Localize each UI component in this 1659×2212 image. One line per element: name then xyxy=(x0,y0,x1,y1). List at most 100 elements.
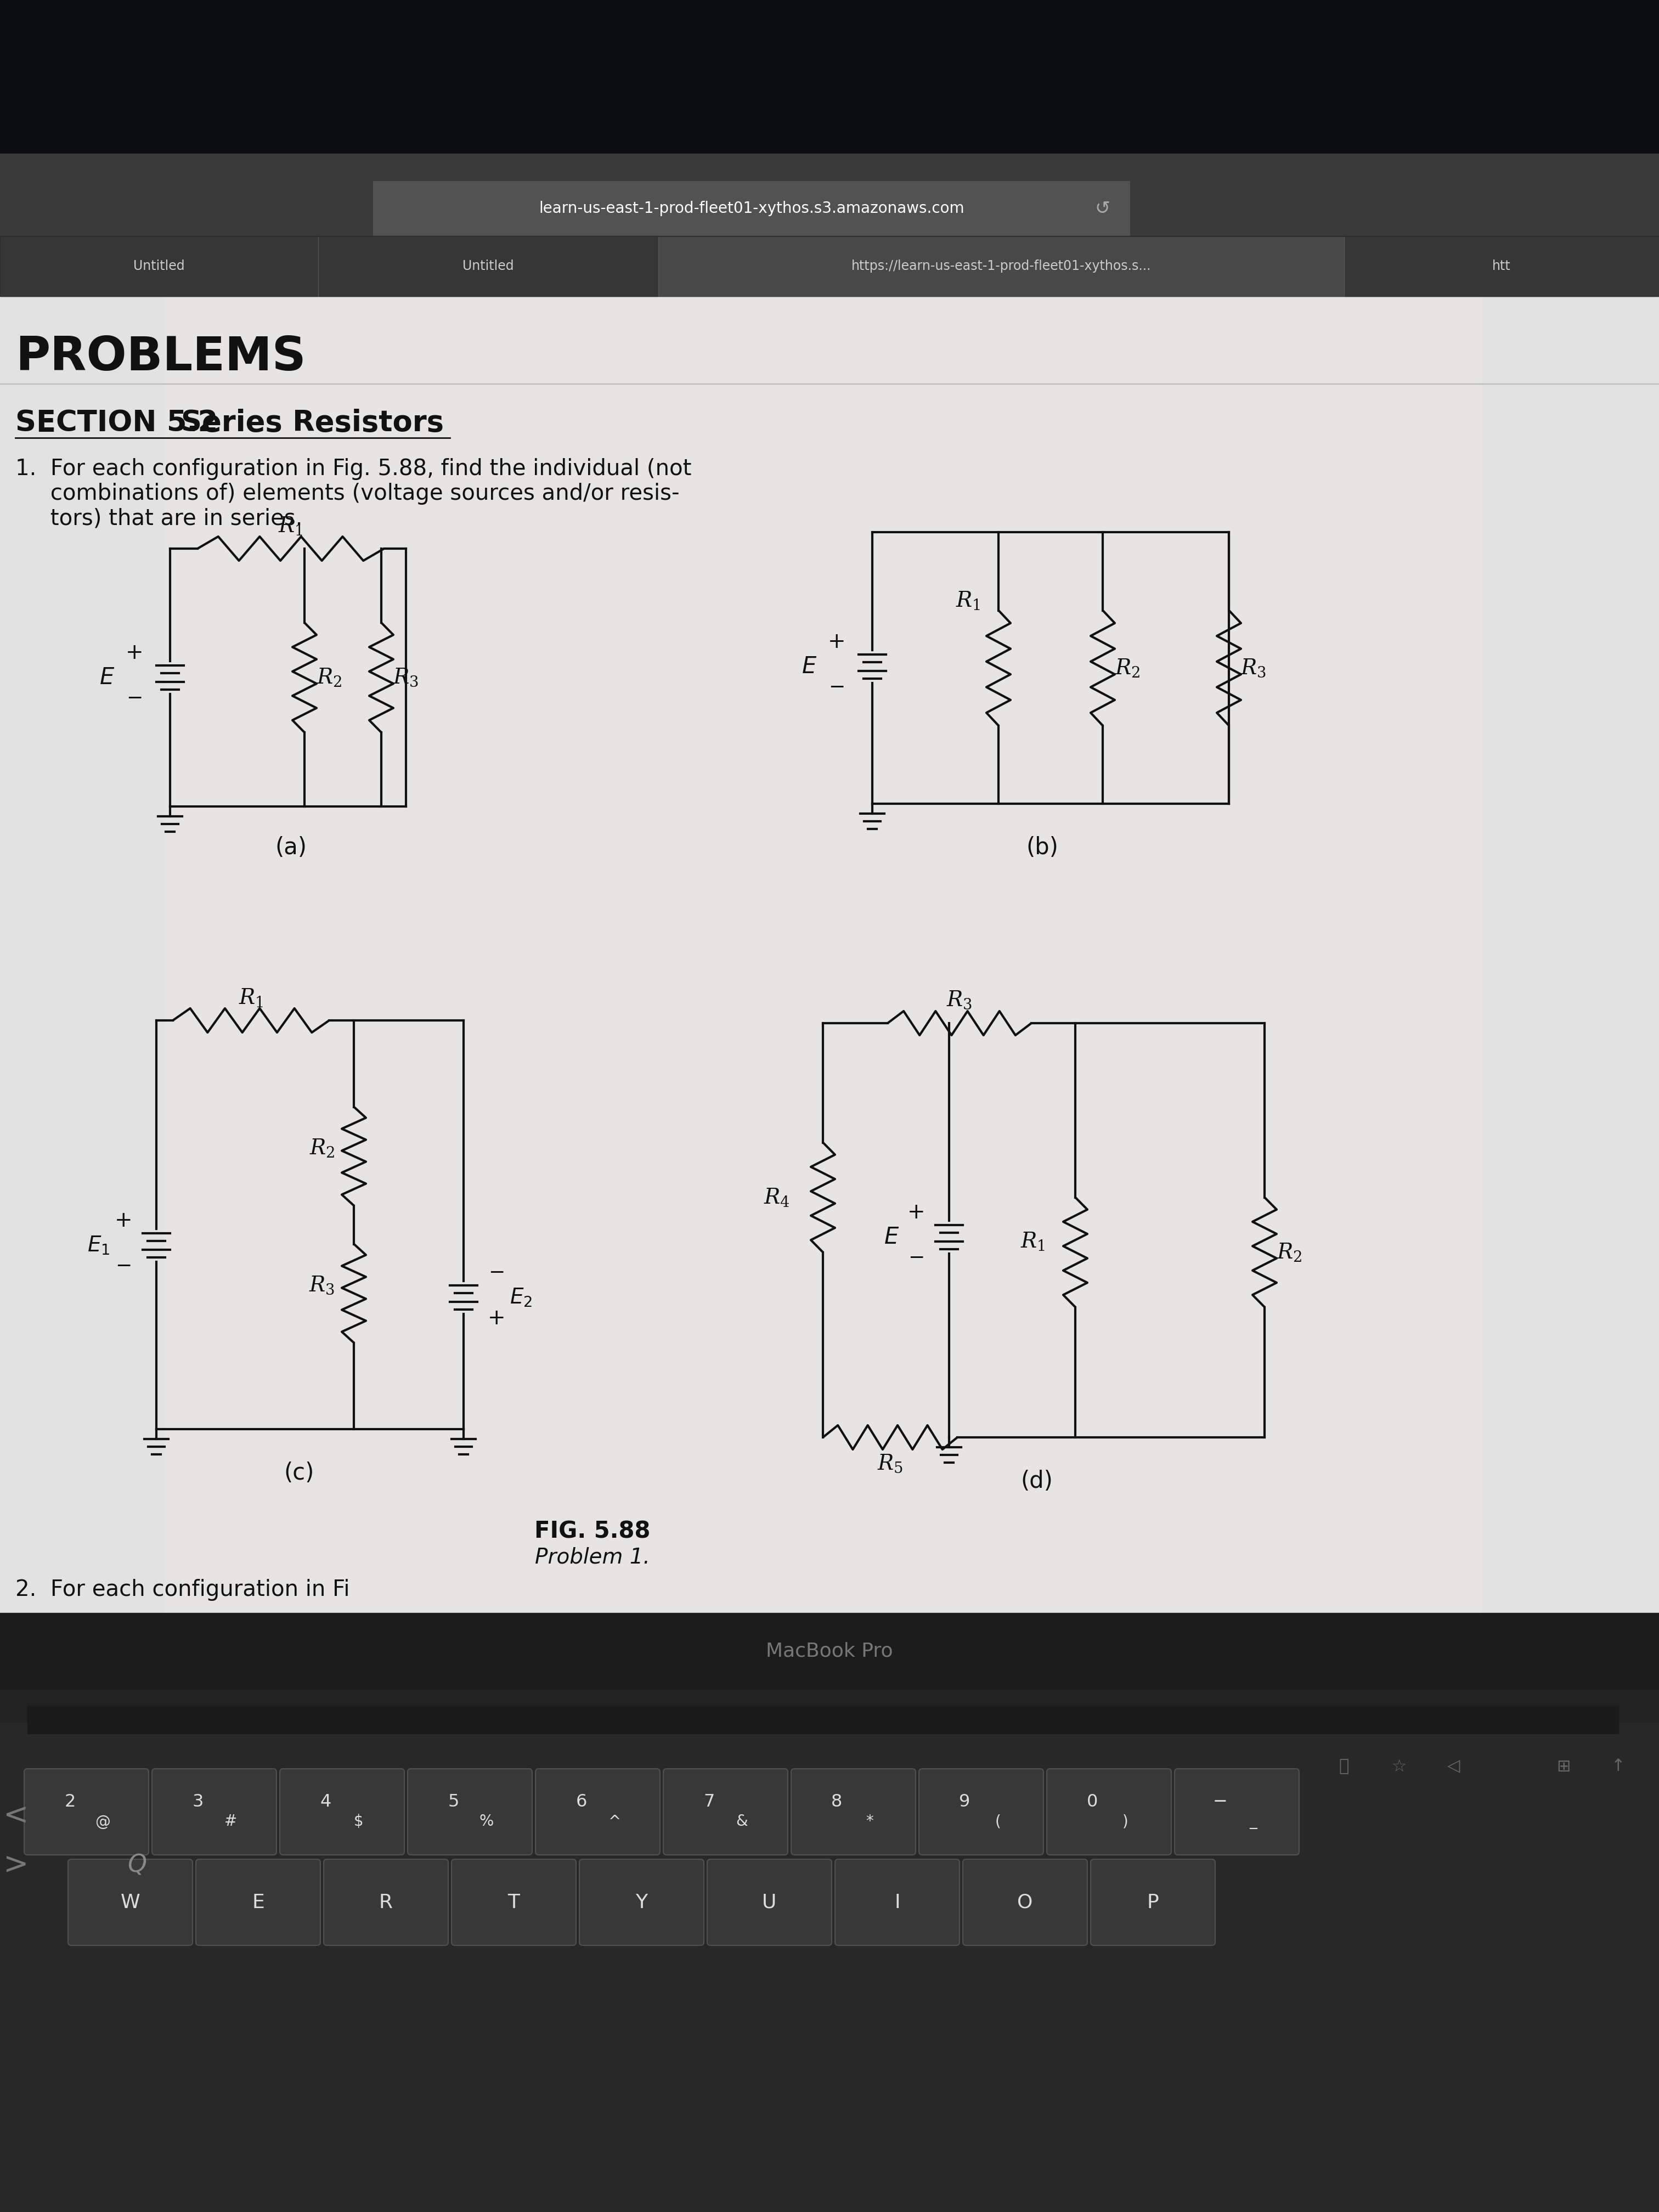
Bar xyxy=(319,237,657,296)
Text: MacBook Pro: MacBook Pro xyxy=(766,1641,893,1661)
Text: $R_3$: $R_3$ xyxy=(947,989,972,1011)
Text: (b): (b) xyxy=(1027,836,1058,858)
Text: $R_3$: $R_3$ xyxy=(393,668,420,688)
Text: 2: 2 xyxy=(65,1794,76,1809)
Text: ): ) xyxy=(1123,1814,1128,1829)
Text: T: T xyxy=(508,1893,519,1911)
Bar xyxy=(0,1723,1659,2212)
Text: &: & xyxy=(737,1814,748,1829)
Text: Y: Y xyxy=(635,1893,647,1911)
Bar xyxy=(0,1613,1659,2212)
Text: https://learn-us-east-1-prod-fleet01-xythos.s...: https://learn-us-east-1-prod-fleet01-xyt… xyxy=(851,259,1151,272)
FancyBboxPatch shape xyxy=(324,1860,448,1944)
Text: %: % xyxy=(479,1814,493,1829)
Text: htt: htt xyxy=(1493,259,1511,272)
Text: 9: 9 xyxy=(959,1794,971,1809)
FancyBboxPatch shape xyxy=(1175,1770,1299,1856)
FancyBboxPatch shape xyxy=(1047,1770,1171,1856)
Text: 6: 6 xyxy=(576,1794,587,1809)
Text: >: > xyxy=(3,1851,28,1880)
Text: +: + xyxy=(828,630,846,653)
Text: ↺: ↺ xyxy=(1095,199,1110,217)
Text: Untitled: Untitled xyxy=(133,259,184,272)
Text: 4: 4 xyxy=(320,1794,332,1809)
Text: ◁: ◁ xyxy=(1447,1759,1460,1774)
Text: $R_2$: $R_2$ xyxy=(309,1137,335,1159)
Text: $R_1$: $R_1$ xyxy=(239,987,264,1009)
FancyBboxPatch shape xyxy=(1090,1860,1214,1944)
Text: 1.  For each configuration in Fig. 5.88, find the individual (not: 1. For each configuration in Fig. 5.88, … xyxy=(15,458,692,480)
Text: (: ( xyxy=(995,1814,1000,1829)
Text: $R_5$: $R_5$ xyxy=(878,1453,902,1473)
Text: <: < xyxy=(3,1801,28,1832)
Text: *: * xyxy=(866,1814,874,1829)
Text: Q: Q xyxy=(128,1854,146,1878)
Bar xyxy=(0,153,1659,296)
Text: SECTION 5.2: SECTION 5.2 xyxy=(15,409,217,438)
Text: O: O xyxy=(1017,1893,1034,1911)
Text: $E$: $E$ xyxy=(884,1225,899,1248)
Text: 8: 8 xyxy=(831,1794,843,1809)
Text: $: $ xyxy=(353,1814,363,1829)
FancyBboxPatch shape xyxy=(153,1770,277,1856)
Text: learn-us-east-1-prod-fleet01-xythos.s3.amazonaws.com: learn-us-east-1-prod-fleet01-xythos.s3.a… xyxy=(539,201,964,217)
Text: 3: 3 xyxy=(192,1794,204,1809)
Text: PROBLEMS: PROBLEMS xyxy=(15,334,305,380)
Bar xyxy=(0,1690,1659,2212)
Text: R: R xyxy=(380,1893,393,1911)
Text: Series Resistors: Series Resistors xyxy=(181,409,445,438)
Text: 0: 0 xyxy=(1087,1794,1098,1809)
Text: _: _ xyxy=(1249,1814,1258,1829)
Text: #: # xyxy=(224,1814,237,1829)
Text: W: W xyxy=(121,1893,139,1911)
Text: −: − xyxy=(907,1248,924,1267)
Text: +: + xyxy=(114,1210,133,1232)
Text: Problem 1.: Problem 1. xyxy=(534,1546,650,1568)
FancyBboxPatch shape xyxy=(834,1860,959,1944)
Bar xyxy=(28,1705,1619,1734)
Text: −: − xyxy=(828,679,844,697)
FancyBboxPatch shape xyxy=(280,1770,405,1856)
Text: +: + xyxy=(126,641,143,664)
Text: FIG. 5.88: FIG. 5.88 xyxy=(534,1520,650,1542)
Bar xyxy=(0,237,1659,296)
Text: $R_2$: $R_2$ xyxy=(317,666,342,688)
Text: ^: ^ xyxy=(607,1814,620,1829)
Text: （: （ xyxy=(1339,1759,1349,1774)
Text: +: + xyxy=(488,1307,506,1329)
Text: tors) that are in series.: tors) that are in series. xyxy=(15,507,302,529)
Text: (a): (a) xyxy=(275,836,307,858)
FancyBboxPatch shape xyxy=(536,1770,660,1856)
Text: $E_2$: $E_2$ xyxy=(509,1287,533,1307)
Text: $R_3$: $R_3$ xyxy=(309,1274,335,1296)
Text: $E_1$: $E_1$ xyxy=(88,1234,109,1256)
Text: −: − xyxy=(1213,1794,1228,1809)
Text: $R_1$: $R_1$ xyxy=(1020,1230,1045,1252)
FancyBboxPatch shape xyxy=(791,1770,916,1856)
Text: Untitled: Untitled xyxy=(463,259,514,272)
Text: $R_1$: $R_1$ xyxy=(956,591,980,611)
Text: @: @ xyxy=(95,1814,111,1829)
Text: ⊞: ⊞ xyxy=(1556,1759,1571,1774)
Bar xyxy=(659,237,1344,296)
Text: 2.  For each configuration in Fi: 2. For each configuration in Fi xyxy=(15,1579,350,1601)
Text: P: P xyxy=(1146,1893,1160,1911)
Text: 7: 7 xyxy=(703,1794,715,1809)
FancyBboxPatch shape xyxy=(707,1860,831,1944)
FancyBboxPatch shape xyxy=(919,1770,1044,1856)
FancyBboxPatch shape xyxy=(68,1860,192,1944)
Bar xyxy=(164,296,1481,1613)
FancyBboxPatch shape xyxy=(579,1860,703,1944)
Bar xyxy=(0,0,1659,153)
Text: (d): (d) xyxy=(1020,1469,1053,1493)
FancyBboxPatch shape xyxy=(451,1860,576,1944)
FancyBboxPatch shape xyxy=(664,1770,788,1856)
Text: −: − xyxy=(488,1263,504,1283)
Text: ↑: ↑ xyxy=(1611,1759,1626,1774)
Text: −: − xyxy=(114,1256,131,1276)
Text: E: E xyxy=(252,1893,264,1911)
Text: −: − xyxy=(126,690,143,708)
Text: combinations of) elements (voltage sources and/or resis-: combinations of) elements (voltage sourc… xyxy=(15,482,680,504)
Text: $E$: $E$ xyxy=(801,655,816,679)
FancyBboxPatch shape xyxy=(408,1770,533,1856)
